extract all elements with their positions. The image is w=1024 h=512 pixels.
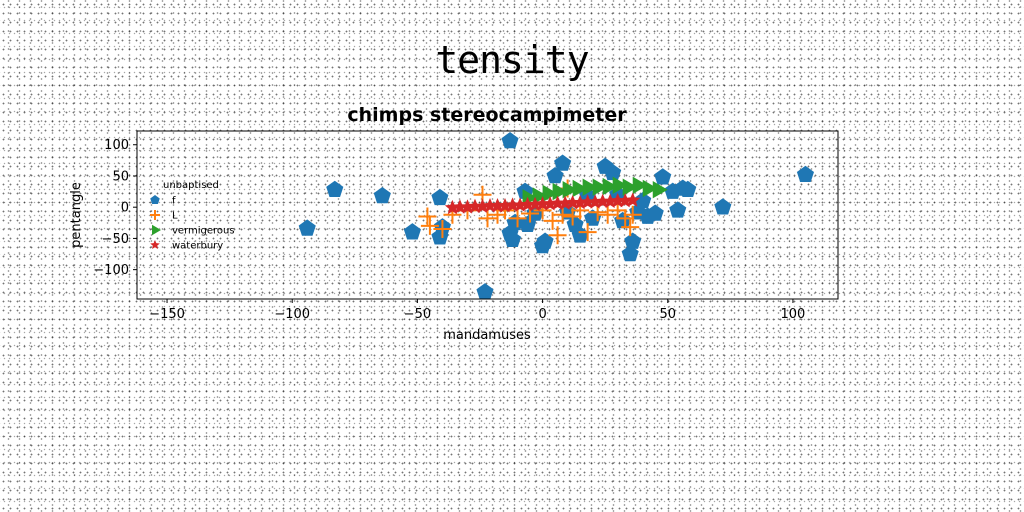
y-tick-label-3: 50 bbox=[112, 169, 129, 184]
x-tick-label-0: −150 bbox=[149, 307, 185, 322]
series-f bbox=[298, 131, 815, 300]
data-point-L-13 bbox=[548, 226, 567, 245]
plot-area bbox=[298, 131, 815, 300]
y-tick-label-4: 100 bbox=[104, 138, 129, 153]
data-point-vermigerous-7 bbox=[592, 178, 608, 196]
data-point-L-18 bbox=[578, 223, 597, 242]
y-tick-label-0: −100 bbox=[93, 263, 129, 278]
y-tick-label-1: −50 bbox=[102, 232, 129, 247]
legend-marker-waterbury bbox=[150, 240, 160, 250]
data-point-f-1 bbox=[326, 180, 344, 197]
y-axis-label: pentangle bbox=[69, 182, 84, 248]
data-point-vermigerous-9 bbox=[612, 176, 628, 194]
data-point-f-21 bbox=[571, 226, 589, 243]
x-tick-label-1: −100 bbox=[274, 307, 310, 322]
series-vermigerous bbox=[522, 176, 668, 207]
x-tick-label-4: 50 bbox=[659, 307, 676, 322]
data-point-vermigerous-2 bbox=[542, 184, 558, 203]
data-point-L-12 bbox=[543, 211, 562, 230]
data-point-L-20 bbox=[598, 205, 617, 224]
data-point-vermigerous-8 bbox=[602, 177, 618, 196]
data-point-vermigerous-12 bbox=[642, 179, 658, 198]
data-point-f-38 bbox=[679, 180, 697, 197]
chart-title: chimps stereocampimeter bbox=[347, 104, 627, 126]
plot-frame bbox=[136, 130, 839, 300]
data-point-vermigerous-10 bbox=[622, 178, 638, 196]
data-point-f-4 bbox=[431, 188, 449, 206]
legend-label-waterbury: waterbury bbox=[172, 241, 223, 252]
legend-label-f: f bbox=[172, 196, 176, 207]
data-point-f-16 bbox=[536, 232, 554, 249]
legend-title: unbaptised bbox=[163, 180, 219, 191]
x-tick-label-3: 0 bbox=[538, 307, 546, 322]
data-point-vermigerous-5 bbox=[572, 179, 588, 198]
data-point-f-3 bbox=[403, 223, 421, 240]
data-point-f-10 bbox=[503, 230, 522, 247]
data-point-f-18 bbox=[554, 154, 572, 171]
legend-label-vermigerous: vermigerous bbox=[172, 226, 235, 237]
data-point-f-28 bbox=[621, 245, 639, 262]
data-point-L-6 bbox=[478, 209, 497, 228]
data-point-L-9 bbox=[508, 209, 527, 228]
data-point-L-1 bbox=[420, 216, 439, 235]
series-waterbury bbox=[444, 192, 641, 215]
data-point-vermigerous-3 bbox=[552, 182, 568, 201]
data-point-f-29 bbox=[624, 232, 642, 249]
legend-marker-f bbox=[150, 195, 160, 205]
x-tick-label-2: −50 bbox=[404, 307, 431, 322]
data-point-L-23 bbox=[621, 218, 640, 237]
data-point-f-0 bbox=[298, 219, 316, 236]
data-point-L-2 bbox=[433, 220, 452, 239]
axis-ticks: −150 −100 −50 0 50 100 −100 −50 0 50 100 bbox=[93, 138, 805, 322]
legend-marker-vermigerous bbox=[152, 224, 161, 236]
data-point-f-31 bbox=[634, 191, 652, 209]
data-point-f-34 bbox=[654, 168, 672, 185]
data-point-L-24 bbox=[623, 205, 642, 224]
x-axis-label: mandamuses bbox=[443, 328, 531, 343]
legend-marker-L bbox=[150, 210, 160, 220]
data-point-waterbury-24 bbox=[625, 192, 641, 207]
data-point-f-36 bbox=[669, 201, 687, 218]
data-point-L-0 bbox=[418, 207, 437, 226]
data-point-L-14 bbox=[553, 205, 572, 224]
data-point-vermigerous-13 bbox=[652, 181, 668, 199]
data-point-f-7 bbox=[476, 283, 494, 300]
data-point-vermigerous-6 bbox=[582, 178, 598, 196]
data-point-vermigerous-11 bbox=[632, 176, 648, 194]
data-point-f-39 bbox=[714, 198, 732, 215]
data-point-f-2 bbox=[373, 186, 391, 204]
data-point-f-40 bbox=[796, 165, 815, 182]
x-tick-label-5: 100 bbox=[781, 307, 806, 322]
series-L bbox=[418, 179, 642, 245]
data-point-f-8 bbox=[501, 131, 519, 149]
data-point-vermigerous-4 bbox=[562, 181, 578, 199]
data-point-f-33 bbox=[646, 204, 664, 221]
figure-super-title: tensity bbox=[435, 38, 589, 82]
data-point-f-17 bbox=[546, 166, 564, 184]
data-point-f-25 bbox=[604, 163, 622, 181]
y-tick-label-2: 0 bbox=[121, 201, 129, 216]
legend-label-L: L bbox=[172, 211, 178, 222]
